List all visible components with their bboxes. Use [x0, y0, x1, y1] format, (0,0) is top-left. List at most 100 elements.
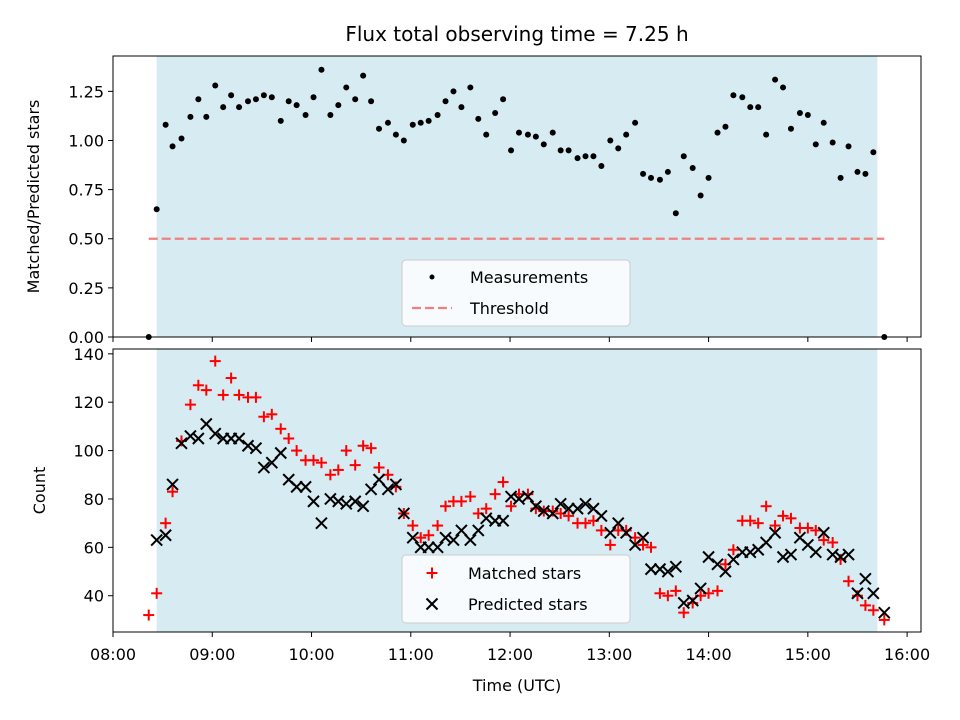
matched-star-point	[802, 522, 814, 534]
measurement-point	[632, 119, 639, 126]
measurement-point	[285, 98, 292, 105]
measurement-point	[442, 98, 449, 105]
predicted-x-b	[389, 478, 403, 491]
bottom-xtick-label: 08:00	[90, 645, 136, 664]
predicted-x-b	[290, 480, 303, 494]
measurement-point	[467, 84, 474, 91]
predicted-star-point	[315, 516, 328, 530]
matched-star-point	[637, 539, 649, 551]
predicted-x-b	[257, 461, 271, 474]
measurement-point	[483, 131, 490, 138]
measurement-point	[508, 147, 515, 154]
measurement-point	[739, 94, 746, 101]
predicted-x-b	[653, 562, 667, 576]
predicted-x-b	[512, 492, 526, 506]
measurement-point	[837, 174, 844, 181]
bottom-ytick-label: 120	[73, 393, 104, 412]
predicted-x-b	[447, 533, 460, 547]
predicted-star-point	[232, 432, 246, 445]
matched-star-point	[266, 408, 278, 420]
predicted-star-point	[612, 516, 625, 530]
predicted-star-point	[702, 550, 715, 564]
predicted-star-point	[661, 565, 675, 578]
measurement-point	[780, 84, 787, 91]
predicted-x-b	[719, 565, 732, 578]
top-ytick-label: 1.25	[68, 82, 104, 101]
measurement-point	[475, 115, 482, 122]
measurement-point	[640, 170, 647, 177]
predicted-star-point	[290, 480, 303, 494]
predicted-x-b	[834, 550, 847, 564]
measurement-point	[392, 131, 399, 138]
predicted-star-point	[307, 495, 320, 508]
measurement-point	[862, 170, 869, 177]
predicted-x-b	[332, 495, 345, 508]
matched-star-point	[678, 607, 690, 619]
measurement-point	[203, 113, 210, 120]
predicted-x-b	[324, 492, 337, 506]
matched-star-point	[818, 534, 830, 546]
predicted-star-point	[241, 439, 255, 452]
measurement-point	[260, 92, 267, 99]
predicted-x-b	[793, 531, 807, 544]
matched-star-point	[752, 517, 764, 529]
matched-star-point	[151, 587, 163, 599]
matched-star-point	[217, 389, 229, 401]
measurement-point	[195, 96, 202, 103]
predicted-x-b	[801, 538, 815, 552]
matched-star-point	[275, 423, 287, 435]
measurement-point	[796, 109, 803, 116]
predicted-star-point	[439, 531, 452, 544]
measurement-point	[162, 121, 169, 128]
measurement-point	[574, 155, 581, 162]
measurement-point	[656, 176, 663, 183]
matched-star-point	[143, 609, 155, 621]
predicted-x-b	[859, 572, 872, 585]
x-axis-label: Time (UTC)	[472, 676, 561, 695]
predicted-x-b	[307, 495, 320, 508]
predicted-star-point	[579, 497, 592, 511]
chart-title: Flux total observing time = 7.25 h	[345, 22, 688, 46]
predicted-star-point	[537, 504, 551, 518]
predicted-x-b	[744, 545, 757, 559]
top-ytick-label: 1.00	[68, 131, 104, 150]
predicted-x-b	[249, 441, 263, 455]
measurement-point	[730, 92, 737, 99]
predicted-x-b	[636, 531, 650, 544]
bottom-legend-box	[401, 554, 631, 624]
measurement-point	[772, 76, 779, 83]
predicted-star-point	[332, 495, 345, 508]
matched-star-point	[357, 440, 369, 452]
legend-marker-measurements	[429, 274, 435, 280]
measurement-point	[714, 129, 721, 136]
matched-star-point	[878, 614, 890, 626]
measurement-point	[680, 153, 687, 160]
predicted-star-point	[455, 524, 468, 537]
predicted-star-point	[431, 541, 444, 554]
predicted-x-b	[299, 480, 312, 494]
bottom-xtick-label: 12:00	[487, 645, 533, 664]
predicted-star-point	[546, 507, 559, 520]
predicted-star-point	[768, 526, 782, 540]
predicted-star-point	[859, 572, 872, 585]
measurement-point	[540, 141, 547, 148]
predicted-x-b	[851, 587, 864, 600]
predicted-star-point	[192, 432, 205, 445]
predicted-x-b	[619, 526, 633, 540]
matched-star-point	[340, 445, 352, 457]
matched-star-point	[654, 587, 666, 599]
matched-star-point	[324, 469, 336, 481]
measurement-point	[755, 104, 762, 111]
predicted-x-b	[727, 553, 740, 566]
measurement-point	[220, 104, 227, 111]
measurement-point	[829, 139, 836, 146]
predicted-star-point	[512, 492, 526, 506]
bottom-xtick-label: 16:00	[884, 645, 930, 664]
bottom-panel: 40 60 80 100 120 140 08:00 09:00 10:00 11:00 12:0…	[30, 345, 930, 695]
measurement-point	[582, 153, 589, 160]
measurement-point	[376, 125, 383, 132]
predicted-x-b	[431, 541, 444, 554]
predicted-star-point	[834, 550, 847, 564]
matched-star-point	[315, 457, 327, 469]
